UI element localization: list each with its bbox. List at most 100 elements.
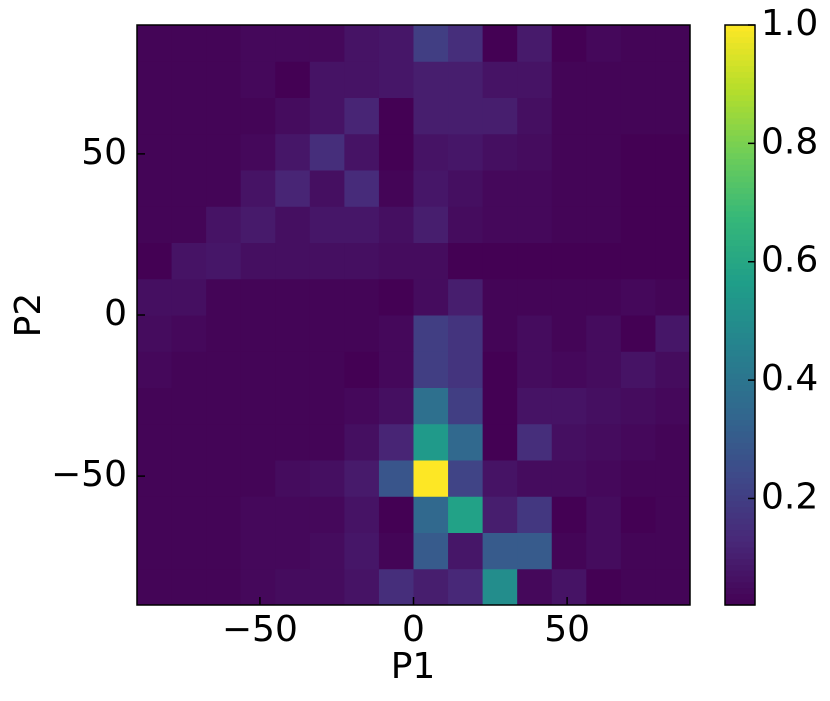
- heat-cell: [586, 61, 622, 98]
- heat-cell: [240, 97, 276, 135]
- heat-cell: [482, 61, 518, 98]
- colorbar-gradient: [725, 535, 755, 542]
- heat-cell: [413, 242, 449, 280]
- colorbar-gradient: [725, 297, 755, 304]
- heat-cell: [448, 25, 484, 62]
- colorbar-gradient: [725, 36, 755, 43]
- heat-cell: [586, 278, 622, 316]
- heat-cell: [206, 532, 242, 570]
- heat-cell: [413, 97, 449, 135]
- heat-cell: [137, 25, 173, 62]
- heat-cell: [309, 387, 345, 425]
- heat-cell: [620, 351, 656, 388]
- heat-cell: [517, 242, 553, 280]
- colorbar-gradient: [725, 42, 755, 49]
- heat-cell: [171, 242, 207, 280]
- heat-cell: [275, 496, 311, 533]
- heat-cell: [344, 351, 380, 388]
- heat-cell: [240, 278, 276, 316]
- heat-cell: [551, 133, 587, 171]
- colorbar-gradient: [725, 251, 755, 258]
- heat-cell: [275, 25, 311, 62]
- heat-cell: [517, 423, 553, 461]
- heat-cell: [517, 532, 553, 570]
- heat-cell: [482, 496, 518, 533]
- heat-cell: [482, 25, 518, 62]
- heat-cell: [344, 242, 380, 280]
- heat-cell: [309, 170, 345, 207]
- heat-cell: [378, 460, 414, 497]
- heat-cell: [482, 206, 518, 243]
- y-tick-label: −50: [51, 454, 127, 495]
- heat-cell: [448, 315, 484, 352]
- colorbar-gradient: [725, 83, 755, 90]
- colorbar-gradient: [725, 460, 755, 467]
- colorbar-gradient: [725, 564, 755, 571]
- colorbar-gradient: [725, 477, 755, 484]
- heat-cell: [171, 423, 207, 461]
- colorbar-gradient: [725, 581, 755, 589]
- x-tick-label: 50: [544, 609, 590, 650]
- colorbar-gradient: [725, 367, 755, 374]
- colorbar-gradient: [725, 222, 755, 229]
- heat-cell: [413, 387, 449, 425]
- heat-cell: [586, 206, 622, 243]
- heat-cell: [171, 25, 207, 62]
- heat-cell: [482, 460, 518, 497]
- colorbar-gradient: [725, 135, 755, 142]
- heat-cell: [551, 387, 587, 425]
- heat-cell: [517, 25, 553, 62]
- heat-cell: [275, 532, 311, 570]
- heat-cell: [586, 25, 622, 62]
- heat-cell: [551, 170, 587, 207]
- heat-cell: [206, 351, 242, 388]
- colorbar-gradient: [725, 373, 755, 380]
- heat-cell: [620, 97, 656, 135]
- colorbar-gradient: [725, 210, 755, 217]
- colorbar-gradient: [725, 59, 755, 67]
- heat-cell: [344, 133, 380, 171]
- heat-cell: [378, 278, 414, 316]
- y-axis-label: P2: [8, 293, 49, 338]
- heat-cell: [413, 496, 449, 533]
- heat-cell: [586, 460, 622, 497]
- colorbar-gradient: [725, 402, 755, 409]
- heat-cell: [655, 496, 691, 533]
- heat-cell: [448, 568, 484, 606]
- heat-cell: [378, 133, 414, 171]
- colorbar-gradient: [725, 216, 755, 223]
- heat-cell: [620, 460, 656, 497]
- heat-cell: [448, 460, 484, 497]
- heat-cell: [448, 496, 484, 533]
- heat-cell: [171, 206, 207, 243]
- colorbar-gradient: [725, 547, 755, 554]
- colorbar-gradient: [725, 454, 755, 461]
- colorbar-gradient: [725, 419, 755, 426]
- colorbar-gradient: [725, 431, 755, 438]
- heat-cell: [586, 97, 622, 135]
- heat-cell: [620, 315, 656, 352]
- heat-cell: [240, 496, 276, 533]
- colorbar-gradient: [725, 181, 755, 188]
- heat-cell: [206, 242, 242, 280]
- heat-cell: [620, 61, 656, 98]
- heat-cell: [413, 133, 449, 171]
- heat-cell: [655, 423, 691, 461]
- heat-cell: [413, 460, 449, 497]
- heat-cell: [448, 387, 484, 425]
- heat-cell: [620, 278, 656, 316]
- colorbar-gradient: [725, 471, 755, 478]
- colorbar-gradient: [725, 100, 755, 107]
- heat-cell: [275, 206, 311, 243]
- heat-cell: [378, 97, 414, 135]
- heat-cell: [482, 423, 518, 461]
- heat-cell: [171, 496, 207, 533]
- heat-cell: [655, 532, 691, 570]
- colorbar-gradient: [725, 349, 755, 357]
- heat-cell: [413, 423, 449, 461]
- heat-cell: [413, 170, 449, 207]
- heat-cell: [378, 496, 414, 533]
- colorbar-tick-label: 0.8: [761, 121, 818, 162]
- heat-cell: [344, 387, 380, 425]
- heat-cell: [240, 133, 276, 171]
